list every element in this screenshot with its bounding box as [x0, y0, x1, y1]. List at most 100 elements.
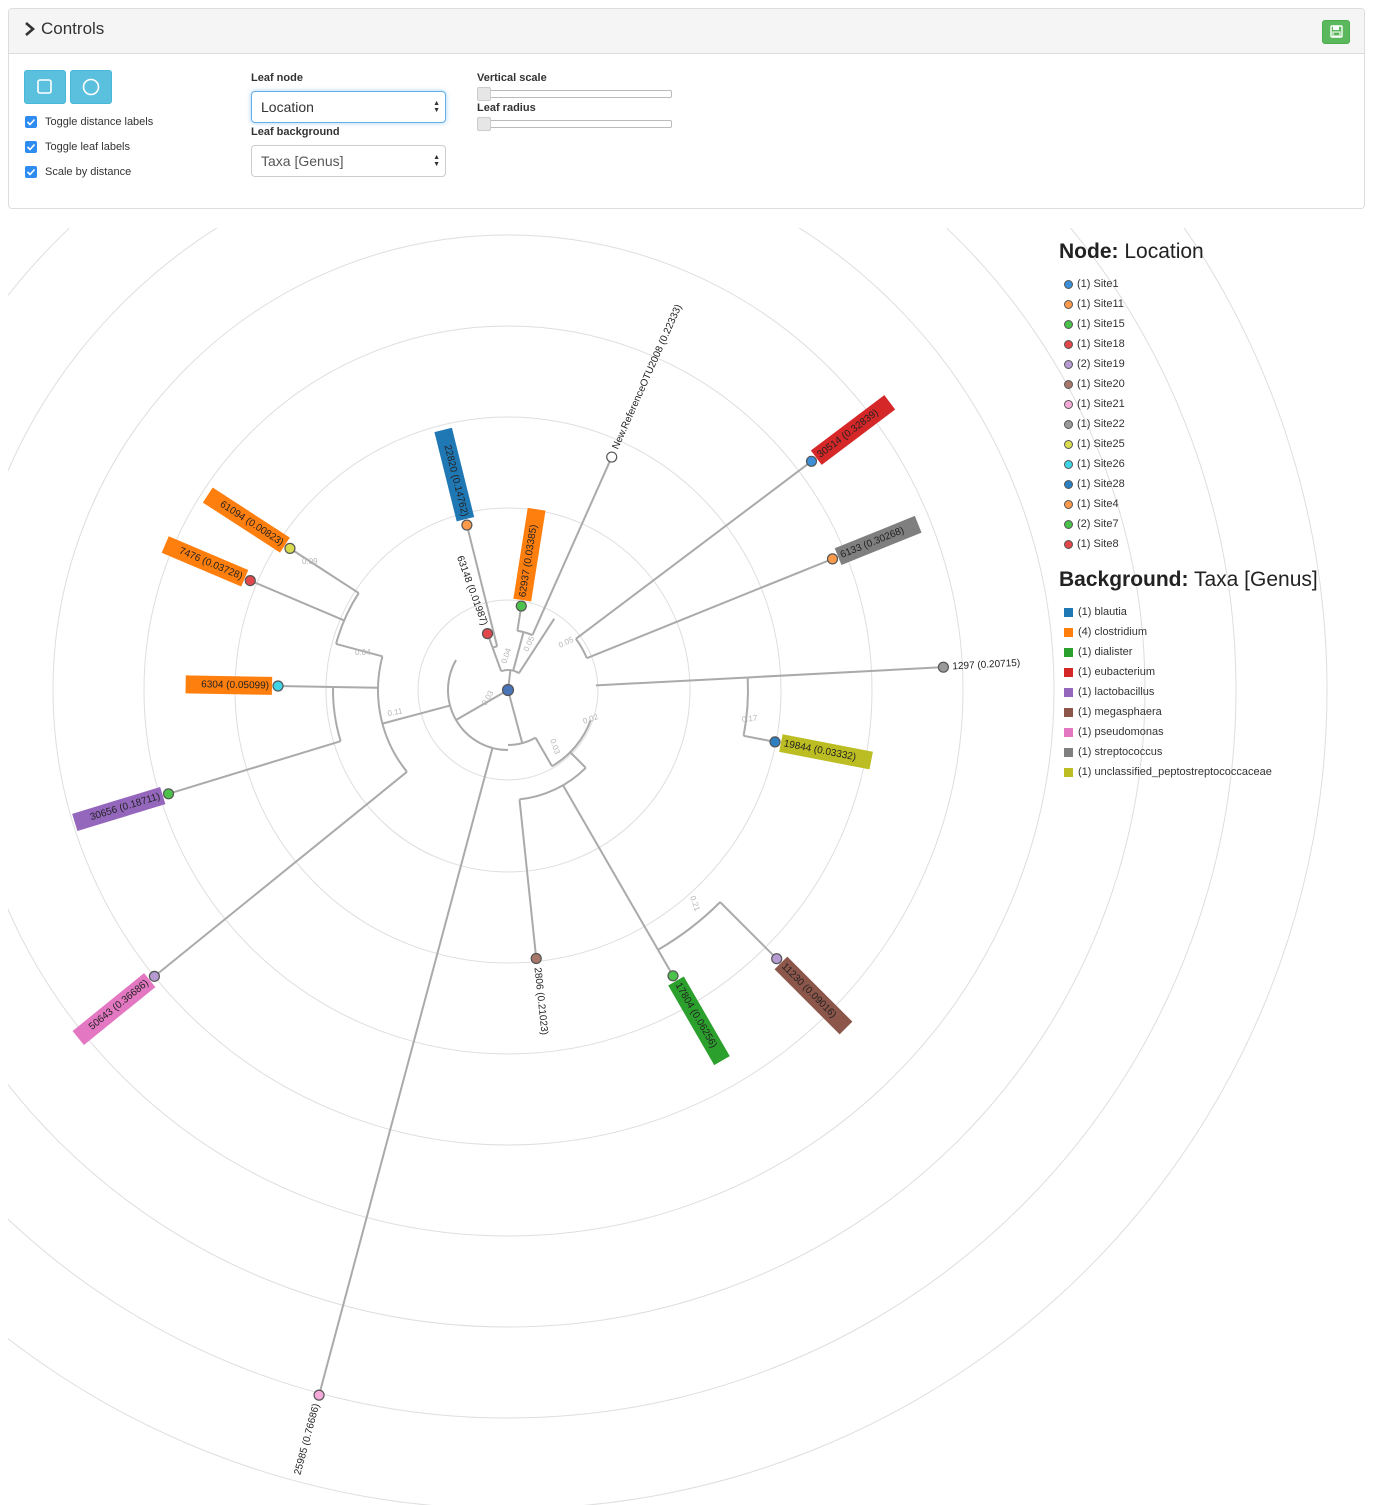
leaf: 19844 (0.03332)	[769, 734, 873, 770]
color-swatch-icon	[1064, 687, 1073, 697]
leaf: 2806 (0.21023)	[530, 952, 550, 1036]
leaf: 22820 (0.14762)	[434, 427, 475, 531]
toggle-distance-labels-checkbox[interactable]: Toggle distance labels	[25, 116, 153, 128]
controls-header[interactable]: Controls	[9, 9, 1364, 54]
branch	[518, 799, 538, 959]
checkbox-checked-icon[interactable]	[25, 141, 37, 153]
node-dot-icon	[1064, 339, 1073, 349]
distance-ring	[325, 507, 691, 873]
checkbox-label: Scale by distance	[45, 166, 132, 178]
leaf-label: 61094 (0.00823)	[218, 499, 286, 548]
branch-arc	[575, 638, 588, 659]
checkbox-label: Toggle distance labels	[45, 116, 154, 128]
node-dot-icon	[1064, 299, 1073, 309]
branch	[278, 684, 334, 688]
distance-label: 0.04	[355, 648, 371, 657]
leaf-background	[810, 395, 896, 465]
branch	[335, 642, 383, 658]
checkbox-checked-icon[interactable]	[25, 116, 37, 128]
node-legend-item: (2) Site7	[1064, 517, 1119, 531]
leaf-label: 30514 (0.32839)	[815, 407, 880, 460]
leaf: 7476 (0.03728)	[161, 536, 256, 587]
color-swatch-icon	[1064, 667, 1073, 677]
node-dot-icon	[1064, 479, 1073, 489]
root-node-icon	[501, 683, 515, 697]
tree-leaves: 63148 (0.01987) 22820 (0.14762) 62937 (0.0…	[72, 303, 1020, 1476]
node-dot-icon	[1064, 439, 1073, 449]
circle-icon	[82, 78, 100, 96]
checkbox-label: Toggle leaf labels	[45, 141, 131, 153]
scale-by-distance-checkbox[interactable]: Scale by distance	[25, 166, 131, 178]
legend-label: (1) unclassified_peptostreptococcaceae	[1078, 766, 1272, 778]
leaf-radius-slider[interactable]	[477, 117, 672, 131]
circular-layout-button[interactable]	[70, 70, 112, 104]
leaf-background	[161, 536, 249, 587]
distance-label: 0.21	[688, 895, 702, 913]
branch-arc	[447, 659, 509, 751]
save-button[interactable]	[1322, 20, 1350, 44]
node-legend-item: (1) Site21	[1064, 397, 1125, 411]
node-legend-heading: Node:	[1059, 240, 1119, 263]
leaf-node-icon	[244, 574, 256, 587]
distance-label: 0.04	[499, 646, 513, 664]
rectangular-layout-button[interactable]	[24, 70, 66, 104]
legend-label: (1) Site15	[1077, 318, 1125, 330]
node-legend-title: Node: Location	[1059, 240, 1204, 264]
leaf-node-select[interactable]: Location ▲ ▼	[251, 91, 446, 123]
leaf-node-icon	[481, 628, 494, 640]
select-arrows-icon: ▲ ▼	[433, 100, 440, 114]
leaf-background-select[interactable]: Taxa [Genus] ▲ ▼	[251, 145, 446, 177]
leaf-background	[834, 515, 922, 565]
branch	[507, 689, 524, 744]
background-legend-title: Background: Taxa [Genus]	[1059, 568, 1318, 592]
distance-label: 0.09	[302, 557, 318, 566]
branch	[586, 557, 833, 660]
toggle-leaf-labels-checkbox[interactable]: Toggle leaf labels	[25, 141, 130, 153]
node-dot-icon	[1064, 319, 1073, 329]
branch	[168, 740, 341, 795]
branch	[455, 689, 509, 721]
leaf-background	[72, 786, 166, 832]
leaf-radius-label: Leaf radius	[477, 102, 536, 114]
leaf: 11230 (0.09016)	[771, 953, 853, 1035]
branch	[491, 647, 503, 672]
slider-thumb[interactable]	[477, 117, 491, 131]
node-legend-item: (1) Site22	[1064, 417, 1125, 431]
leaf-label: 50643 (0.36686)	[87, 978, 151, 1033]
branch-arc	[517, 629, 533, 637]
background-legend-heading: Background:	[1059, 568, 1189, 591]
node-dot-icon	[1064, 279, 1073, 289]
legend-label: (1) Site25	[1077, 438, 1125, 450]
legend-label: (1) Site21	[1077, 398, 1125, 410]
leaf: 63148 (0.01987)	[454, 554, 494, 640]
color-swatch-icon	[1064, 727, 1073, 737]
distance-label: 0.11	[387, 706, 404, 718]
legend-label: (1) eubacterium	[1078, 666, 1156, 678]
node-legend-field: Location	[1124, 240, 1204, 263]
node-legend-item: (1) Site15	[1064, 317, 1125, 331]
node-dot-icon	[1064, 399, 1073, 409]
legend-label: (1) blautia	[1078, 606, 1127, 618]
leaf: 62937 (0.03385)	[513, 507, 546, 612]
slider-thumb[interactable]	[477, 87, 491, 101]
leaf-node-icon	[461, 519, 473, 531]
leaf-node-icon	[313, 1389, 325, 1401]
distance-ring	[417, 599, 599, 781]
branch-arc	[335, 592, 360, 645]
color-swatch-icon	[1064, 647, 1073, 657]
controls-toggle[interactable]: Controls	[23, 19, 104, 39]
node-dot-icon	[1064, 359, 1073, 369]
background-legend-item: (1) streptococcus	[1064, 745, 1162, 759]
node-dot-icon	[1064, 459, 1073, 469]
leaf-background	[202, 487, 290, 553]
leaf-node-icon	[272, 680, 284, 692]
branch	[465, 524, 499, 647]
legend-label: (1) streptococcus	[1078, 746, 1163, 758]
checkbox-checked-icon[interactable]	[25, 166, 37, 178]
background-legend-item: (4) clostridium	[1064, 625, 1147, 639]
vertical-scale-slider[interactable]	[477, 87, 672, 101]
node-dot-icon	[1064, 499, 1073, 509]
branch	[531, 456, 613, 636]
leaf-background	[774, 956, 853, 1035]
node-legend-item: (1) Site1	[1064, 277, 1119, 291]
